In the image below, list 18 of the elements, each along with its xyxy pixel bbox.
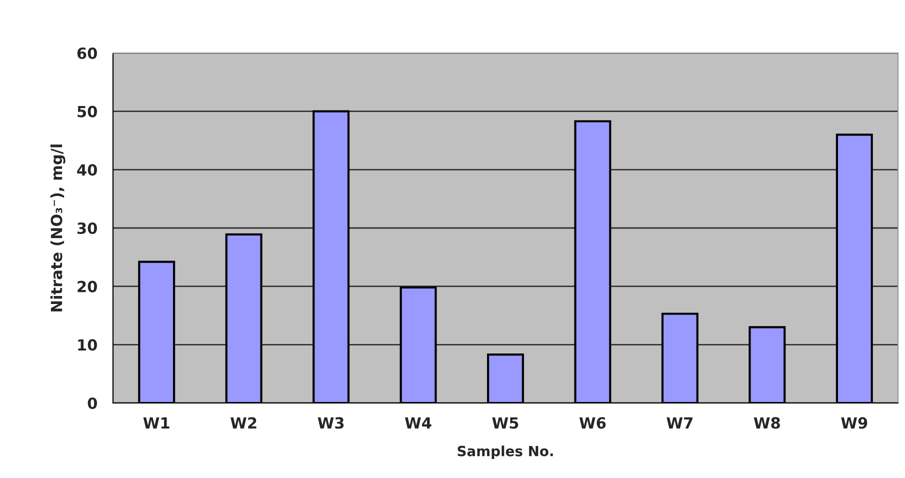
y-tick-label: 60 bbox=[77, 47, 97, 60]
y-tick-label: 40 bbox=[77, 164, 97, 176]
x-tick-label: W4 bbox=[404, 417, 432, 428]
x-tick-label: W7 bbox=[666, 417, 692, 428]
x-tick-label: W6 bbox=[579, 417, 606, 429]
y-axis-title: Nitrate (NO₃⁻), mg/l bbox=[50, 144, 66, 312]
x-tick-label: W2 bbox=[230, 417, 256, 428]
y-tick-label: 50 bbox=[78, 106, 97, 118]
x-tick-label: W3 bbox=[318, 417, 344, 429]
x-tick-label: W5 bbox=[492, 417, 518, 429]
y-tick-label: 20 bbox=[78, 280, 97, 292]
x-tick-label: W8 bbox=[754, 417, 780, 429]
x-axis-title: Samples No. bbox=[458, 446, 553, 460]
x-tick-label: W9 bbox=[841, 417, 868, 429]
y-tick-label: 10 bbox=[78, 339, 97, 351]
y-tick-label: 30 bbox=[77, 222, 97, 234]
x-tick-label: W1 bbox=[143, 417, 170, 428]
y-tick-label: 0 bbox=[88, 397, 97, 410]
